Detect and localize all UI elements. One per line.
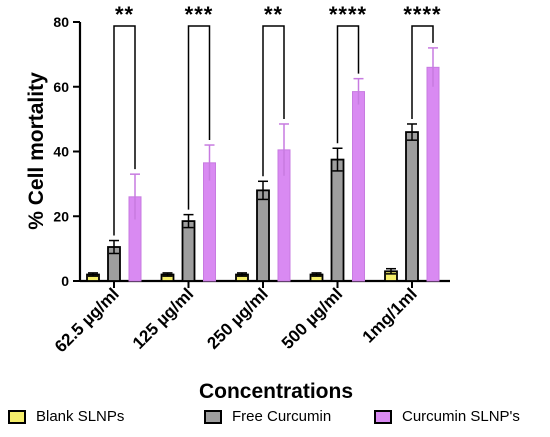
legend-swatch-curcumin-slnps: [374, 409, 392, 424]
significance-bracket: [411, 25, 434, 119]
plot-area: 0 20 40 60 80 62.5 µg/ml ** 125 µg/ml *** 250 µg/…: [51, 2, 450, 356]
bar: [181, 220, 196, 282]
legend-label-curcumin-slnps: Curcumin SLNP's: [402, 408, 520, 425]
bar: [256, 189, 270, 282]
significance-label: ***: [185, 2, 214, 27]
y-axis-title: % Cell mortality: [25, 72, 48, 230]
significance-bracket: [336, 25, 360, 144]
legend-item-curcumin-slnps: Curcumin SLNP's: [374, 408, 520, 425]
significance-label: ****: [329, 2, 367, 27]
x-tick-label: 62.5 µg/ml: [51, 284, 123, 356]
x-tick-label: 250 µg/ml: [203, 284, 271, 352]
legend-item-blank-slnps: Blank SLNPs: [8, 408, 124, 425]
legend: Blank SLNPs Free Curcumin Curcumin SLNP'…: [0, 408, 550, 434]
y-tick-label: 40: [53, 144, 69, 160]
significance-label: **: [115, 2, 134, 27]
legend-item-free-curcumin: Free Curcumin: [204, 408, 331, 425]
y-tick-label: 20: [53, 208, 69, 224]
x-tick-label: 500 µg/ml: [278, 284, 346, 352]
y-tick-label: 0: [61, 273, 69, 289]
significance-label: **: [264, 2, 283, 27]
x-tick-label: 1mg/1ml: [359, 284, 421, 346]
bar: [426, 66, 440, 282]
x-tick-label: 125 µg/ml: [129, 284, 197, 352]
bar-chart: 0 20 40 60 80 62.5 µg/ml ** 125 µg/ml *** 250 µg/…: [25, 2, 450, 403]
legend-swatch-free-curcumin: [204, 409, 222, 424]
y-tick-label: 60: [53, 79, 69, 95]
legend-label-blank-slnps: Blank SLNPs: [36, 408, 125, 425]
bar: [405, 131, 419, 282]
significance-bracket: [187, 25, 211, 210]
significance-label: ****: [403, 2, 441, 27]
significance-bracket: [262, 25, 285, 177]
x-axis-title: Concentrations: [199, 380, 353, 403]
legend-label-free-curcumin: Free Curcumin: [232, 408, 332, 425]
legend-swatch-blank-slnps: [8, 409, 26, 424]
significance-bracket: [113, 25, 136, 236]
bar: [352, 91, 365, 282]
bar: [330, 158, 345, 282]
y-tick-label: 80: [53, 14, 69, 30]
